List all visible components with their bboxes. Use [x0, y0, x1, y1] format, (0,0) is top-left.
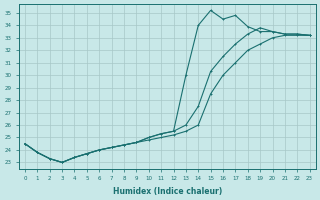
- X-axis label: Humidex (Indice chaleur): Humidex (Indice chaleur): [113, 187, 222, 196]
